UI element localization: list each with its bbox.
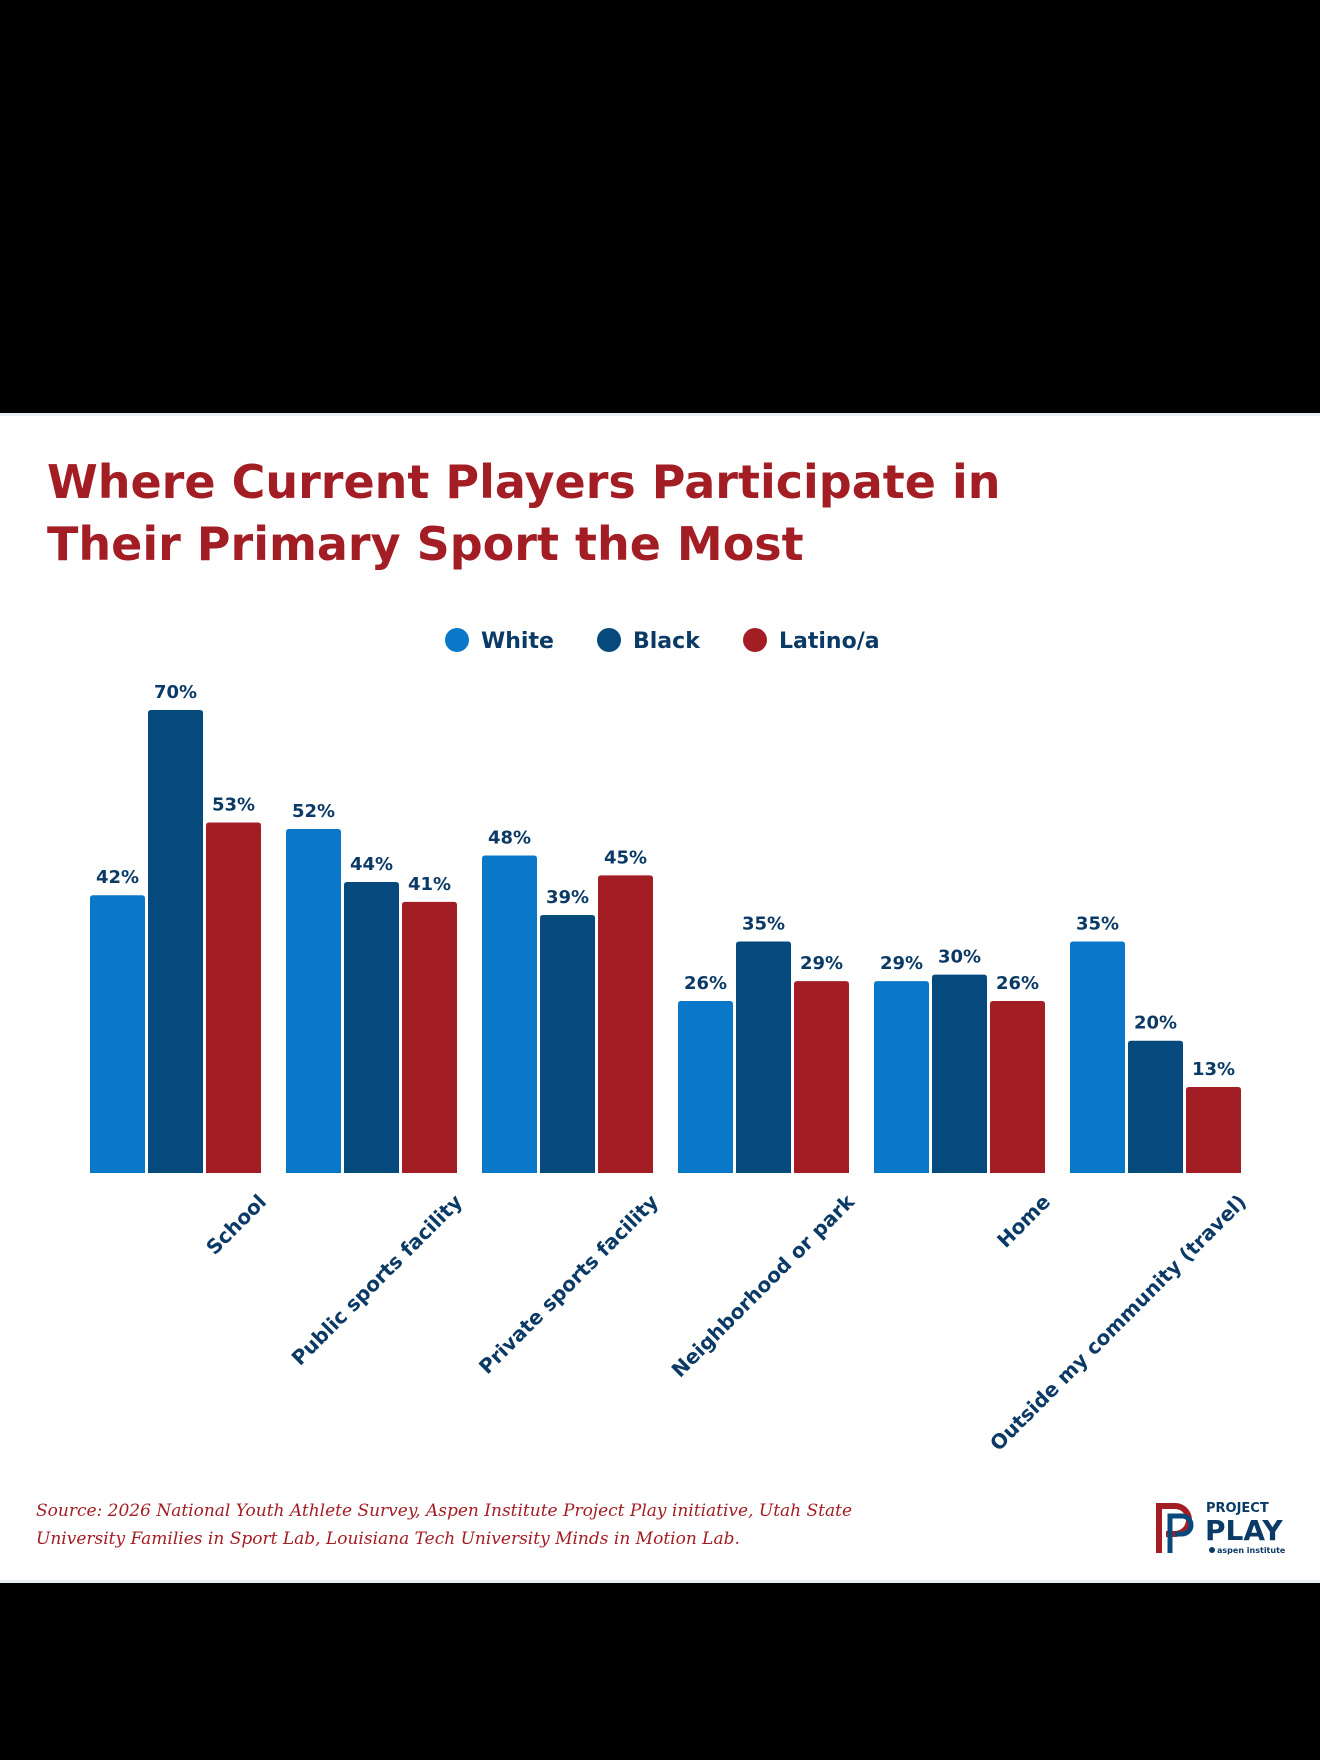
category-label: Home <box>992 1190 1055 1253</box>
bar-value-label: 35% <box>1076 914 1119 935</box>
logo-project-text: PROJECT <box>1206 1501 1269 1516</box>
legend-label: Latino/a <box>779 629 880 654</box>
pp-logo-icon <box>1156 1503 1194 1553</box>
category-label: Neighborhood or park <box>667 1189 860 1382</box>
bar <box>990 1001 1045 1173</box>
bars <box>90 710 1241 1173</box>
chart-card: Where Current Players Participate in The… <box>0 413 1320 1583</box>
bar-value-label: 42% <box>96 867 139 888</box>
bar-value-label: 30% <box>938 947 981 968</box>
legend-swatch-latino-a <box>743 628 767 652</box>
category-label: School <box>201 1190 271 1260</box>
bar-value-label: 52% <box>292 801 335 822</box>
category-labels: School Public sports facility Private spor… <box>201 1189 1251 1455</box>
bar <box>932 974 987 1173</box>
legend-swatch-white <box>445 628 469 652</box>
bar <box>1128 1040 1183 1173</box>
chart-title-line-2: Their Primary Sport the Most <box>47 517 804 571</box>
legend: White Black Latino/a <box>445 628 880 654</box>
bar <box>90 895 145 1173</box>
legend-label: White <box>481 629 554 654</box>
bar <box>1186 1087 1241 1173</box>
bar <box>598 875 653 1173</box>
bar <box>344 881 399 1173</box>
value-labels: 42% 70% 53% 52% 44% 41% 48% 39% 45% 26% 35% 29% 29% 3… <box>96 682 1235 1080</box>
bar-value-label: 70% <box>154 682 197 703</box>
bar-value-label: 20% <box>1134 1013 1177 1034</box>
bar <box>794 981 849 1173</box>
category-label: Public sports facility <box>287 1190 467 1370</box>
bar-value-label: 41% <box>408 874 451 895</box>
bar <box>206 822 261 1173</box>
chart-title-line-1: Where Current Players Participate in <box>47 455 1000 509</box>
bar-value-label: 26% <box>684 973 727 994</box>
bar-value-label: 44% <box>350 854 393 875</box>
bar <box>1070 941 1125 1173</box>
bar-value-label: 39% <box>546 887 589 908</box>
category-label: Private sports facility <box>474 1190 663 1379</box>
bar-value-label: 29% <box>880 953 923 974</box>
logo-dot-icon <box>1209 1547 1215 1553</box>
bar-value-label: 13% <box>1192 1059 1235 1080</box>
bar <box>874 981 929 1173</box>
bar-value-label: 53% <box>212 794 255 815</box>
bar <box>678 1001 733 1173</box>
source-line-1: Source: 2026 National Youth Athlete Surv… <box>36 1501 852 1521</box>
bar-value-label: 35% <box>742 914 785 935</box>
logo-play-text: PLAY <box>1205 1514 1283 1547</box>
chart-svg: Where Current Players Participate in The… <box>36 455 1286 1555</box>
bar-value-label: 29% <box>800 953 843 974</box>
bar-value-label: 26% <box>996 973 1039 994</box>
legend-label: Black <box>633 629 701 654</box>
project-play-logo: PROJECT PLAY aspen institute <box>1156 1501 1286 1555</box>
bar <box>736 941 791 1173</box>
bar <box>482 855 537 1173</box>
bar-value-label: 48% <box>488 828 531 849</box>
bar <box>148 710 203 1173</box>
bar <box>402 901 457 1173</box>
source-line-2: University Families in Sport Lab, Louisi… <box>36 1529 740 1549</box>
bar <box>540 915 595 1173</box>
bar-value-label: 45% <box>604 847 647 868</box>
legend-swatch-black <box>597 628 621 652</box>
logo-aspen-text: aspen institute <box>1217 1546 1286 1555</box>
bar <box>286 829 341 1173</box>
